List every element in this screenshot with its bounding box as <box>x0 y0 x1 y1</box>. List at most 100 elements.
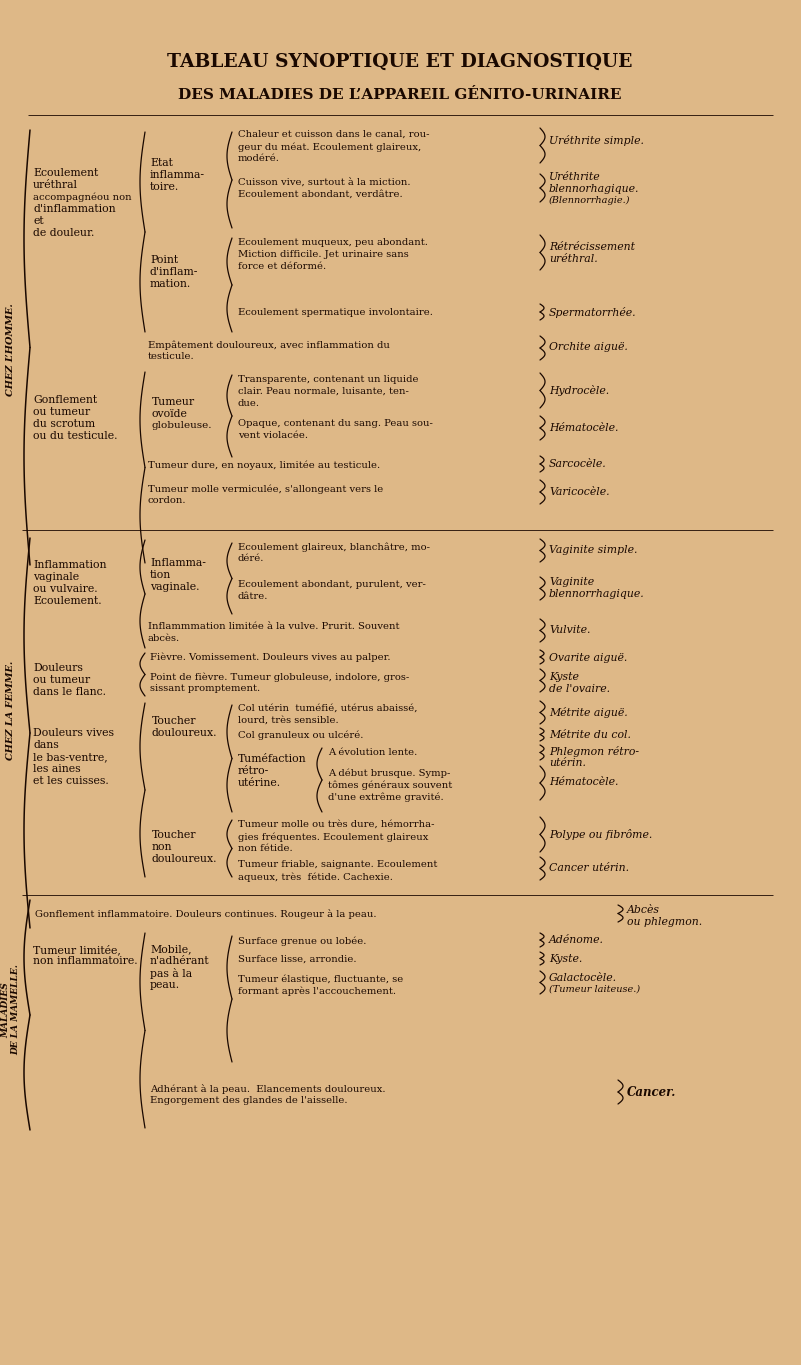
Text: Cancer utérin.: Cancer utérin. <box>549 863 629 874</box>
Text: clair. Peau normale, luisante, ten-: clair. Peau normale, luisante, ten- <box>238 388 409 396</box>
Text: Empâtement douloureux, avec inflammation du: Empâtement douloureux, avec inflammation… <box>148 340 390 349</box>
Text: (Blennorrhagie.): (Blennorrhagie.) <box>549 197 630 205</box>
Text: Point de fièvre. Tumeur globuleuse, indolore, gros-: Point de fièvre. Tumeur globuleuse, indo… <box>150 672 409 681</box>
Text: ou du testicule.: ou du testicule. <box>33 431 118 441</box>
Text: Phlegmon rétro-: Phlegmon rétro- <box>549 747 639 758</box>
Text: Col granuleux ou ulcéré.: Col granuleux ou ulcéré. <box>238 732 364 740</box>
Text: accompagnéou non: accompagnéou non <box>33 192 131 202</box>
Text: geur du méat. Ecoulement glaireux,: geur du méat. Ecoulement glaireux, <box>238 142 421 152</box>
Text: Cancer.: Cancer. <box>627 1087 676 1099</box>
Text: d'inflam-: d'inflam- <box>150 268 199 277</box>
Text: Ecoulement muqueux, peu abondant.: Ecoulement muqueux, peu abondant. <box>238 238 428 247</box>
Text: du scrotum: du scrotum <box>33 419 95 429</box>
Text: Abcès: Abcès <box>627 905 660 915</box>
Text: Inflamma-: Inflamma- <box>150 558 206 568</box>
Text: sissant promptement.: sissant promptement. <box>150 684 260 693</box>
Text: Vaginite: Vaginite <box>549 577 594 587</box>
Text: CHEZ L’HOMME.: CHEZ L’HOMME. <box>6 303 15 396</box>
Text: Spermatorrhée.: Spermatorrhée. <box>549 307 637 318</box>
Text: utérine.: utérine. <box>238 778 281 788</box>
Text: Uréthrite simple.: Uréthrite simple. <box>549 135 644 146</box>
Text: Tumeur friable, saignante. Ecoulement: Tumeur friable, saignante. Ecoulement <box>238 860 437 870</box>
Text: non: non <box>152 842 172 852</box>
Text: Inflammmation limitée à la vulve. Prurit. Souvent: Inflammmation limitée à la vulve. Prurit… <box>148 622 400 631</box>
Text: rétro-: rétro- <box>238 766 269 775</box>
Text: Kyste: Kyste <box>549 672 579 682</box>
Text: Tumeur limitée,: Tumeur limitée, <box>33 945 121 954</box>
Text: Engorgement des glandes de l'aisselle.: Engorgement des glandes de l'aisselle. <box>150 1096 348 1106</box>
Text: Hématocèle.: Hématocèle. <box>549 423 618 433</box>
Text: n'adhérant: n'adhérant <box>150 955 210 966</box>
Text: Chaleur et cuisson dans le canal, rou-: Chaleur et cuisson dans le canal, rou- <box>238 130 429 139</box>
Text: dans: dans <box>33 740 58 749</box>
Text: vaginale.: vaginale. <box>150 581 199 592</box>
Text: Miction difficile. Jet urinaire sans: Miction difficile. Jet urinaire sans <box>238 250 409 259</box>
Text: Métrite du col.: Métrite du col. <box>549 730 631 740</box>
Text: Rétrécissement: Rétrécissement <box>549 242 635 253</box>
Text: vaginale: vaginale <box>33 572 79 581</box>
Text: d'une extrême gravité.: d'une extrême gravité. <box>328 793 444 803</box>
Text: Inflammation: Inflammation <box>33 560 107 571</box>
Text: ou vulvaire.: ou vulvaire. <box>33 584 98 594</box>
Text: Vaginite simple.: Vaginite simple. <box>549 545 638 556</box>
Text: ovoïde: ovoïde <box>152 410 188 419</box>
Text: Gonflement: Gonflement <box>33 394 97 405</box>
Text: Orchite aiguë.: Orchite aiguë. <box>549 343 628 352</box>
Text: Douleurs vives: Douleurs vives <box>33 728 114 738</box>
Text: due.: due. <box>238 399 260 408</box>
Text: et les cuisses.: et les cuisses. <box>33 775 109 786</box>
Text: Adhérant à la peau.  Elancements douloureux.: Adhérant à la peau. Elancements douloure… <box>150 1084 385 1093</box>
Text: pas à la: pas à la <box>150 968 192 979</box>
Text: Vulvite.: Vulvite. <box>549 625 590 635</box>
Text: DES MALADIES DE L’APPAREIL GÉNITO-URINAIRE: DES MALADIES DE L’APPAREIL GÉNITO-URINAI… <box>179 87 622 102</box>
Text: dâtre.: dâtre. <box>238 592 268 601</box>
Text: Fièvre. Vomissement. Douleurs vives au palper.: Fièvre. Vomissement. Douleurs vives au p… <box>150 652 391 662</box>
Text: Hématocèle.: Hématocèle. <box>549 777 618 788</box>
Text: Ecoulement spermatique involontaire.: Ecoulement spermatique involontaire. <box>238 308 433 317</box>
Text: Tumeur molle vermiculée, s'allongeant vers le: Tumeur molle vermiculée, s'allongeant ve… <box>148 485 383 494</box>
Text: Opaque, contenant du sang. Peau sou-: Opaque, contenant du sang. Peau sou- <box>238 419 433 429</box>
Text: non fétide.: non fétide. <box>238 844 292 853</box>
Text: cordon.: cordon. <box>148 495 187 505</box>
Text: uréthral.: uréthral. <box>549 254 598 263</box>
Text: Tuméfaction: Tuméfaction <box>238 753 307 764</box>
Text: Toucher: Toucher <box>152 830 196 839</box>
Text: ou phlegmon.: ou phlegmon. <box>627 917 702 927</box>
Text: Transparente, contenant un liquide: Transparente, contenant un liquide <box>238 375 418 384</box>
Text: déré.: déré. <box>238 554 264 562</box>
Text: douloureux.: douloureux. <box>152 854 218 864</box>
Text: blennorhagique.: blennorhagique. <box>549 184 639 194</box>
Text: Ecoulement abondant, verdâtre.: Ecoulement abondant, verdâtre. <box>238 190 403 199</box>
Text: tion: tion <box>150 571 171 580</box>
Text: peau.: peau. <box>150 980 180 990</box>
Text: modéré.: modéré. <box>238 154 280 162</box>
Text: formant après l'accouchement.: formant après l'accouchement. <box>238 986 396 995</box>
Text: Ecoulement.: Ecoulement. <box>33 597 102 606</box>
Text: (Tumeur laiteuse.): (Tumeur laiteuse.) <box>549 986 640 994</box>
Text: Cuisson vive, surtout à la miction.: Cuisson vive, surtout à la miction. <box>238 177 410 187</box>
Text: les aines: les aines <box>33 764 81 774</box>
Text: Surface grenue ou lobée.: Surface grenue ou lobée. <box>238 936 366 946</box>
Text: Métrite aiguë.: Métrite aiguë. <box>549 707 628 718</box>
Text: gies fréquentes. Ecoulement glaireux: gies fréquentes. Ecoulement glaireux <box>238 833 429 841</box>
Text: Surface lisse, arrondie.: Surface lisse, arrondie. <box>238 955 356 964</box>
Text: Tumeur molle ou très dure, hémorrha-: Tumeur molle ou très dure, hémorrha- <box>238 820 434 829</box>
Text: Varicocèle.: Varicocèle. <box>549 487 610 497</box>
Text: de l'ovaire.: de l'ovaire. <box>549 684 610 693</box>
Text: Tumeur: Tumeur <box>152 397 195 407</box>
Text: mation.: mation. <box>150 278 191 289</box>
Text: Ovarite aiguë.: Ovarite aiguë. <box>549 652 627 663</box>
Text: utérin.: utérin. <box>549 758 586 768</box>
Text: et: et <box>33 216 43 227</box>
Text: globuleuse.: globuleuse. <box>152 420 212 430</box>
Text: CHEZ LA FEMME.: CHEZ LA FEMME. <box>6 661 15 760</box>
Text: Adénome.: Adénome. <box>549 935 604 945</box>
Text: le bas-ventre,: le bas-ventre, <box>33 752 108 762</box>
Text: Point: Point <box>150 255 178 265</box>
Text: dans le flanc.: dans le flanc. <box>33 687 106 698</box>
Text: abcès.: abcès. <box>148 633 180 643</box>
Text: Ecoulement abondant, purulent, ver-: Ecoulement abondant, purulent, ver- <box>238 580 426 590</box>
Text: Sarcocèle.: Sarcocèle. <box>549 459 606 470</box>
Text: inflamma-: inflamma- <box>150 171 205 180</box>
Text: d'inflammation: d'inflammation <box>33 203 115 214</box>
